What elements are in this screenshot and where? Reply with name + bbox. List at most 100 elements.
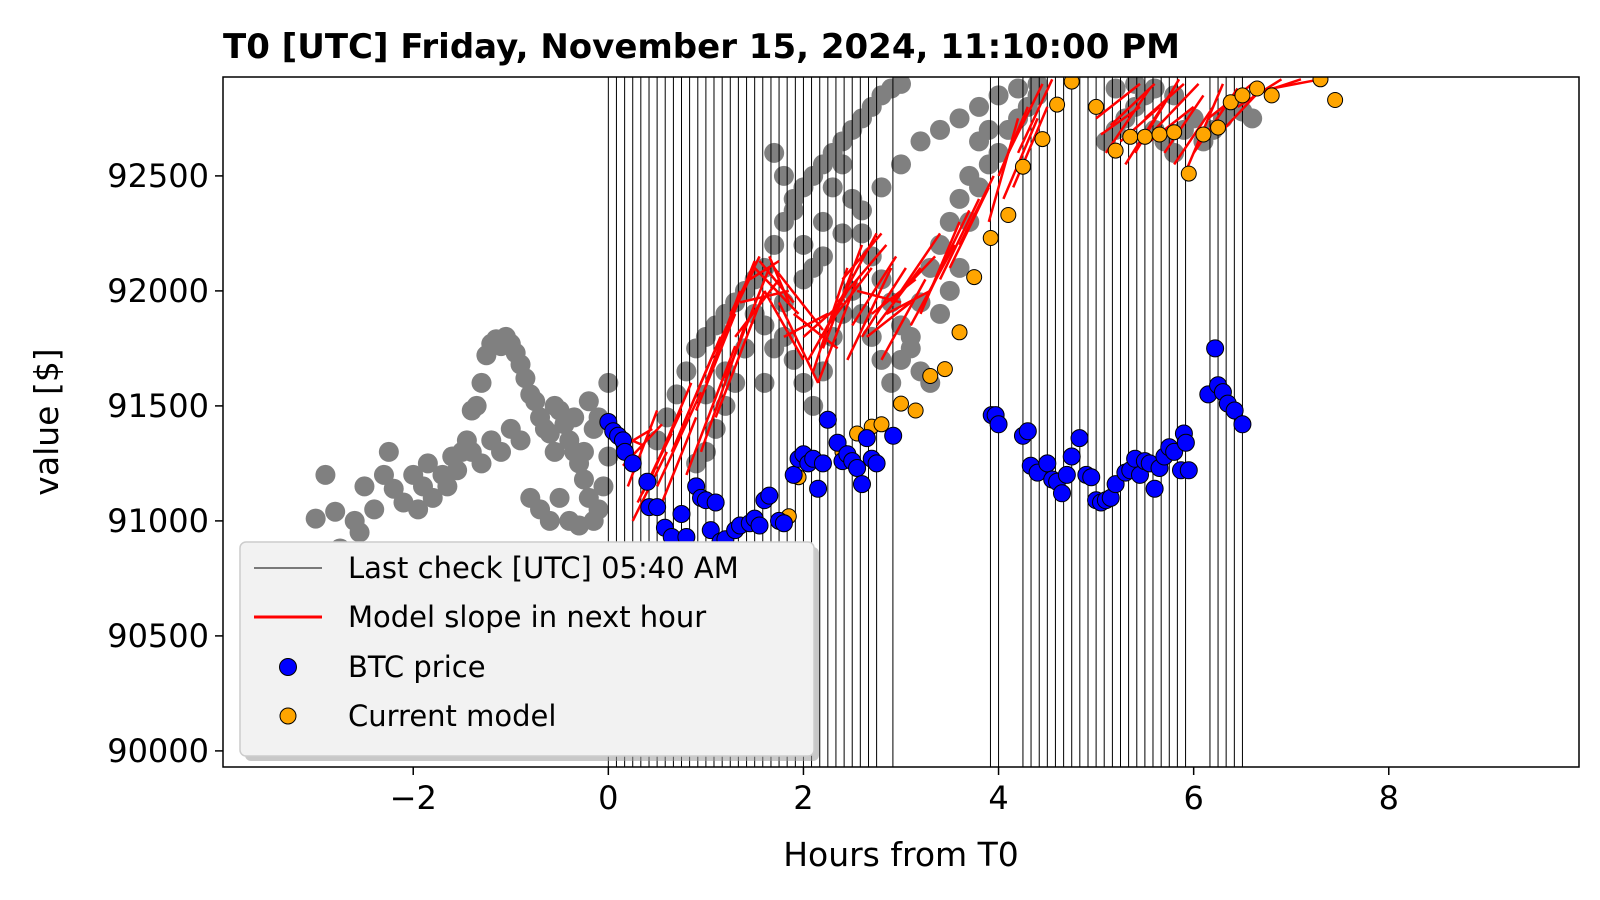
model-slope-line bbox=[1002, 117, 1039, 200]
current-model-point bbox=[1014, 158, 1031, 175]
y-tick-label: 90000 bbox=[107, 732, 209, 770]
current-model-point bbox=[982, 230, 999, 246]
history-point bbox=[564, 407, 585, 428]
btc-price-point bbox=[867, 454, 886, 473]
current-model-point bbox=[1122, 128, 1139, 145]
btc-price-point bbox=[857, 429, 876, 448]
btc-price-point bbox=[623, 454, 642, 473]
legend-swatch-current-model bbox=[279, 707, 297, 725]
history-point bbox=[466, 395, 487, 416]
btc-price-point bbox=[1052, 484, 1071, 503]
history-point bbox=[832, 154, 853, 175]
model-slope-line bbox=[929, 209, 971, 292]
current-model-point bbox=[1327, 92, 1344, 108]
history-point bbox=[871, 177, 892, 198]
history-point bbox=[676, 361, 697, 382]
current-model-point bbox=[1151, 126, 1168, 143]
history-point bbox=[1242, 108, 1263, 129]
model-slope-line bbox=[841, 232, 883, 281]
model-slope-line bbox=[866, 301, 912, 338]
legend-label-last-check: Last check [UTC] 05:40 AM bbox=[348, 551, 739, 585]
model-slope-line bbox=[729, 255, 761, 315]
btc-price-point bbox=[884, 426, 903, 445]
btc-price-point bbox=[672, 505, 691, 523]
btc-price-point bbox=[760, 486, 779, 505]
current-model-point bbox=[1088, 98, 1105, 115]
model-slope-line bbox=[919, 221, 961, 315]
model-slope-line bbox=[1163, 94, 1205, 154]
btc-price-point bbox=[813, 454, 832, 473]
legend-label-current-model: Current model bbox=[348, 699, 556, 733]
history-point bbox=[378, 441, 399, 462]
history-point bbox=[939, 211, 960, 232]
history-point bbox=[1105, 78, 1126, 99]
history-point bbox=[949, 108, 970, 129]
x-axis-label: Hours from T0 bbox=[783, 835, 1019, 874]
btc-price-point bbox=[852, 475, 871, 494]
history-point bbox=[881, 372, 902, 393]
history-point bbox=[949, 257, 970, 278]
y-tick-label: 92000 bbox=[107, 272, 209, 310]
y-tick-label: 90500 bbox=[107, 617, 209, 655]
history-point bbox=[539, 423, 560, 444]
current-model-point bbox=[1234, 87, 1251, 104]
legend: Last check [UTC] 05:40 AM Model slope in… bbox=[239, 541, 819, 761]
model-slope-line bbox=[846, 267, 893, 361]
x-tick-label: −2 bbox=[390, 779, 437, 817]
btc-price-point bbox=[648, 498, 667, 517]
btc-price-point bbox=[1225, 401, 1244, 420]
history-point bbox=[593, 476, 614, 497]
x-tick-label: 2 bbox=[793, 779, 813, 817]
current-model-point bbox=[1063, 77, 1080, 90]
history-point bbox=[891, 77, 911, 94]
history-point bbox=[773, 165, 794, 186]
history-point bbox=[573, 441, 594, 462]
btc-price-point bbox=[1206, 339, 1225, 358]
history-point bbox=[525, 391, 546, 412]
btc-price-point bbox=[1145, 479, 1164, 498]
model-slope-line bbox=[1144, 82, 1185, 120]
history-point bbox=[783, 200, 804, 221]
btc-price-point bbox=[1106, 475, 1125, 494]
model-slope-line bbox=[1109, 82, 1156, 127]
btc-price-point bbox=[1018, 422, 1037, 441]
btc-price-point bbox=[1062, 447, 1081, 466]
history-point bbox=[1008, 78, 1029, 99]
chart-title: T0 [UTC] Friday, November 15, 2024, 11:1… bbox=[223, 27, 1180, 67]
model-slope-line bbox=[1012, 106, 1049, 188]
history-point bbox=[910, 131, 931, 152]
history-point bbox=[851, 223, 872, 244]
model-slope-line bbox=[651, 382, 693, 476]
history-point bbox=[408, 499, 429, 520]
current-model-point bbox=[1263, 87, 1280, 104]
model-slope-line bbox=[899, 232, 942, 292]
history-point bbox=[471, 372, 492, 393]
btc-price-point bbox=[706, 493, 725, 512]
legend-label-btc-price: BTC price bbox=[348, 650, 486, 684]
model-slope-line bbox=[694, 313, 737, 411]
x-tick-label: 4 bbox=[988, 779, 1008, 817]
history-point bbox=[686, 453, 707, 474]
btc-price-point bbox=[1233, 415, 1252, 434]
history-point bbox=[803, 395, 824, 416]
history-point bbox=[754, 372, 775, 393]
history-point bbox=[900, 326, 921, 347]
history-point bbox=[354, 476, 375, 497]
history-point bbox=[1125, 77, 1146, 94]
history-point bbox=[569, 515, 590, 536]
y-axis-ticks: 90000 90500 91000 91500 92000 92500 bbox=[107, 157, 223, 770]
history-point bbox=[305, 508, 326, 529]
history-point bbox=[544, 395, 565, 416]
history-point bbox=[1183, 108, 1204, 129]
current-model-point bbox=[907, 402, 924, 419]
btc-price-points bbox=[599, 339, 1252, 551]
current-model-point bbox=[1210, 119, 1227, 136]
btc-price-point bbox=[989, 415, 1008, 434]
history-point bbox=[920, 257, 941, 278]
current-model-point bbox=[1222, 94, 1239, 111]
history-point bbox=[491, 441, 512, 462]
current-model-point bbox=[873, 416, 890, 433]
history-point bbox=[417, 453, 438, 474]
history-point bbox=[930, 119, 951, 140]
